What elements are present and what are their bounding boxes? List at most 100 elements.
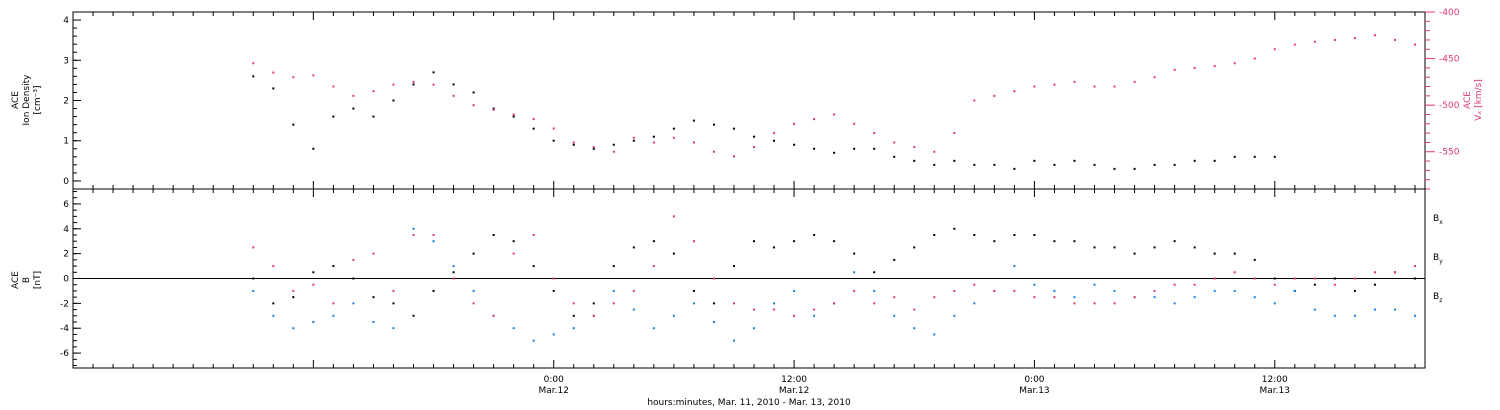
bz-point: [592, 314, 595, 317]
density-point: [953, 159, 956, 162]
by-point: [853, 271, 856, 274]
density-point: [1073, 159, 1076, 162]
by-point: [732, 339, 735, 342]
time-axis: 0:00Mar.1212:00Mar.120:00Mar.1312:00Mar.…: [72, 12, 1416, 396]
density-point: [1193, 159, 1196, 162]
bz-point: [753, 308, 756, 311]
velocity-point: [452, 94, 455, 97]
density-point: [492, 107, 495, 110]
x-tick-label-date: Mar.13: [1019, 386, 1049, 396]
velocity-point: [1193, 66, 1196, 69]
by-point: [652, 327, 655, 330]
left-tick-label: 0: [63, 275, 69, 285]
bz-point: [813, 308, 816, 311]
by-point: [712, 321, 715, 324]
bz-point: [732, 302, 735, 305]
bz-point: [1013, 289, 1016, 292]
density-point: [372, 115, 375, 118]
bz-point: [292, 289, 295, 292]
bz-point: [853, 289, 856, 292]
by-point: [753, 327, 756, 330]
bz-point: [692, 240, 695, 243]
by-point: [1213, 289, 1216, 292]
bz-point: [773, 308, 776, 311]
density-point: [272, 87, 275, 90]
by-point: [272, 314, 275, 317]
bx-point: [893, 258, 896, 261]
velocity-point: [1173, 68, 1176, 71]
label-line: ACE: [11, 91, 21, 109]
by-point: [1333, 314, 1336, 317]
by-point: [813, 314, 816, 317]
density-point: [993, 163, 996, 166]
bx-point: [1233, 252, 1236, 255]
density-point: [793, 143, 796, 146]
right-tick-label: -500: [1439, 101, 1460, 111]
by-point: [1013, 265, 1016, 268]
velocity-point: [472, 104, 475, 107]
bx-point: [1173, 240, 1176, 243]
bx-point: [1013, 233, 1016, 236]
bx-point: [612, 265, 615, 268]
velocity-point: [492, 108, 495, 111]
x-tick-label-time: 12:00: [1262, 375, 1288, 385]
density-point: [1173, 163, 1176, 166]
density-point: [572, 143, 575, 146]
bx-point: [1053, 240, 1056, 243]
density-point: [472, 91, 475, 94]
by-point: [1173, 302, 1176, 305]
bz-point: [352, 258, 355, 261]
velocity-point: [1113, 85, 1116, 88]
velocity-point: [1393, 38, 1396, 41]
bz-point: [272, 265, 275, 268]
bz-point: [652, 265, 655, 268]
velocity-point: [933, 150, 936, 153]
velocity-point: [853, 122, 856, 125]
velocity-point: [1213, 65, 1216, 68]
velocity-point: [1253, 57, 1256, 60]
velocity-point: [893, 141, 896, 144]
density-point: [973, 163, 976, 166]
legend-entry: Bx: [1433, 214, 1443, 226]
density-point: [652, 135, 655, 138]
label-line: Vₓ [km/s]: [1474, 79, 1484, 121]
density-point: [1113, 167, 1116, 170]
x-tick-label-date: Mar.13: [1260, 386, 1290, 396]
left-tick-label: 4: [63, 16, 69, 26]
bx-point: [1333, 277, 1336, 280]
velocity-point: [993, 94, 996, 97]
density-point: [753, 135, 756, 138]
density-point: [292, 123, 295, 126]
bx-point: [352, 277, 355, 280]
bx-point: [692, 289, 695, 292]
velocity-point: [612, 150, 615, 153]
bz-point: [312, 283, 315, 286]
density-point: [412, 83, 415, 86]
bz-point: [412, 233, 415, 236]
velocity-point: [712, 150, 715, 153]
velocity-point: [312, 74, 315, 77]
velocity-point: [873, 132, 876, 135]
bz-point: [632, 289, 635, 292]
bz-point: [1073, 302, 1076, 305]
bx-point: [432, 289, 435, 292]
by-point: [1193, 296, 1196, 299]
bx-point: [853, 252, 856, 255]
x-tick-label-date: Mar.12: [538, 386, 568, 396]
bx-point: [813, 233, 816, 236]
by-point: [1033, 283, 1036, 286]
density-point: [1213, 159, 1216, 162]
density-point: [672, 127, 675, 130]
velocity-point: [1133, 80, 1136, 83]
right-tick-label: -550: [1439, 148, 1460, 158]
left-axis-label: ACEIon Density[cm⁻³]: [11, 74, 43, 126]
bx-point: [1093, 246, 1096, 249]
left-tick-label: -6: [60, 349, 69, 359]
velocity-point: [1013, 90, 1016, 93]
left-tick-label: 3: [63, 56, 69, 66]
bz-point: [1193, 283, 1196, 286]
velocity-point: [1093, 85, 1096, 88]
velocity-point: [732, 155, 735, 158]
by-point: [1113, 289, 1116, 292]
